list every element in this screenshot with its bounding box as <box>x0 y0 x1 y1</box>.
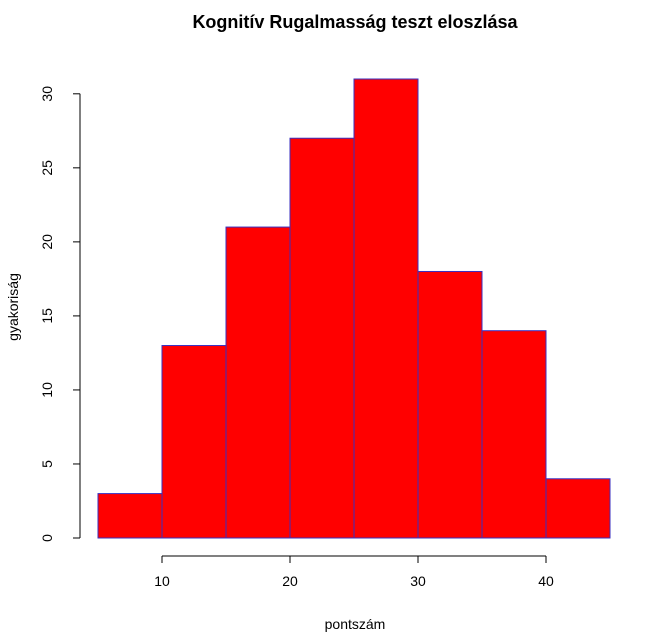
x-axis-label: pontszám <box>325 616 386 632</box>
histogram-bar <box>225 226 291 539</box>
y-tick-label: 5 <box>39 460 55 468</box>
histogram-bar <box>97 493 163 539</box>
x-tick-label: 10 <box>154 573 170 589</box>
y-tick-label: 20 <box>39 234 55 250</box>
histogram-bar <box>161 345 227 539</box>
y-tick-label: 25 <box>39 160 55 176</box>
y-tick-label: 30 <box>39 86 55 102</box>
histogram-bar <box>545 478 611 539</box>
y-tick-label: 0 <box>39 534 55 542</box>
histogram-bar <box>353 78 419 539</box>
y-axis-label: gyakoriság <box>5 273 21 341</box>
x-axis: 10 20 30 40 <box>154 555 554 589</box>
x-tick-label: 20 <box>282 573 298 589</box>
y-axis: 0 5 10 15 20 25 30 <box>39 86 81 542</box>
y-tick-label: 15 <box>39 308 55 324</box>
x-tick-label: 40 <box>538 573 554 589</box>
histogram-bar <box>481 330 547 539</box>
bars-group <box>97 78 611 539</box>
y-tick-label: 10 <box>39 382 55 398</box>
histogram-bar <box>417 270 483 539</box>
chart-title: Kognitív Rugalmasság teszt eloszlása <box>192 12 518 32</box>
x-tick-label: 30 <box>410 573 426 589</box>
histogram-bar <box>289 137 355 539</box>
